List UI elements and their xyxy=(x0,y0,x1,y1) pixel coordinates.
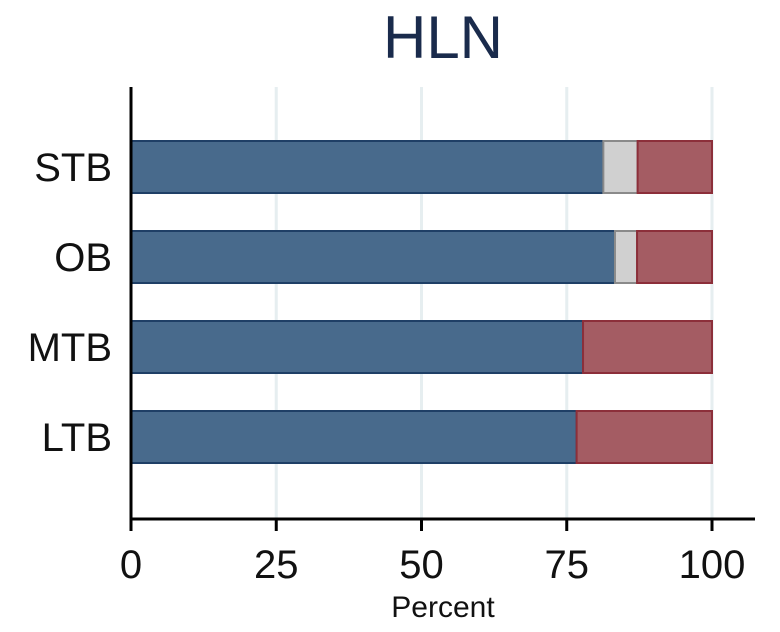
category-label-ltb: LTB xyxy=(42,416,112,460)
x-tick-label: 0 xyxy=(120,543,142,587)
bars xyxy=(130,140,714,464)
x-tick-label: 50 xyxy=(399,543,444,587)
bar-segment-stb-2 xyxy=(602,140,639,194)
x-tick-label: 75 xyxy=(545,543,590,587)
bar-segment-mtb-1 xyxy=(130,320,585,374)
bar-segment-stb-1 xyxy=(130,140,605,194)
category-label-mtb: MTB xyxy=(28,326,112,370)
x-tick-label: 100 xyxy=(679,543,746,587)
bar-segment-stb-3 xyxy=(636,140,714,194)
category-labels: STB OB MTB LTB xyxy=(28,146,112,460)
bar-segment-ob-3 xyxy=(636,230,714,284)
axes xyxy=(129,87,755,521)
bar-segment-ltb-3 xyxy=(575,410,714,464)
x-ticks: 0 25 50 75 100 xyxy=(120,519,746,587)
category-label-stb: STB xyxy=(34,146,112,190)
x-axis-title: Percent xyxy=(391,591,495,624)
bar-segment-ob-1 xyxy=(130,230,616,284)
x-tick-label: 25 xyxy=(254,543,299,587)
bar-segment-mtb-3 xyxy=(582,320,713,374)
bar-segment-ltb-1 xyxy=(130,410,578,464)
chart-title: HLN xyxy=(383,4,503,71)
category-label-ob: OB xyxy=(54,236,112,280)
bar-segment-ob-2 xyxy=(613,230,639,284)
